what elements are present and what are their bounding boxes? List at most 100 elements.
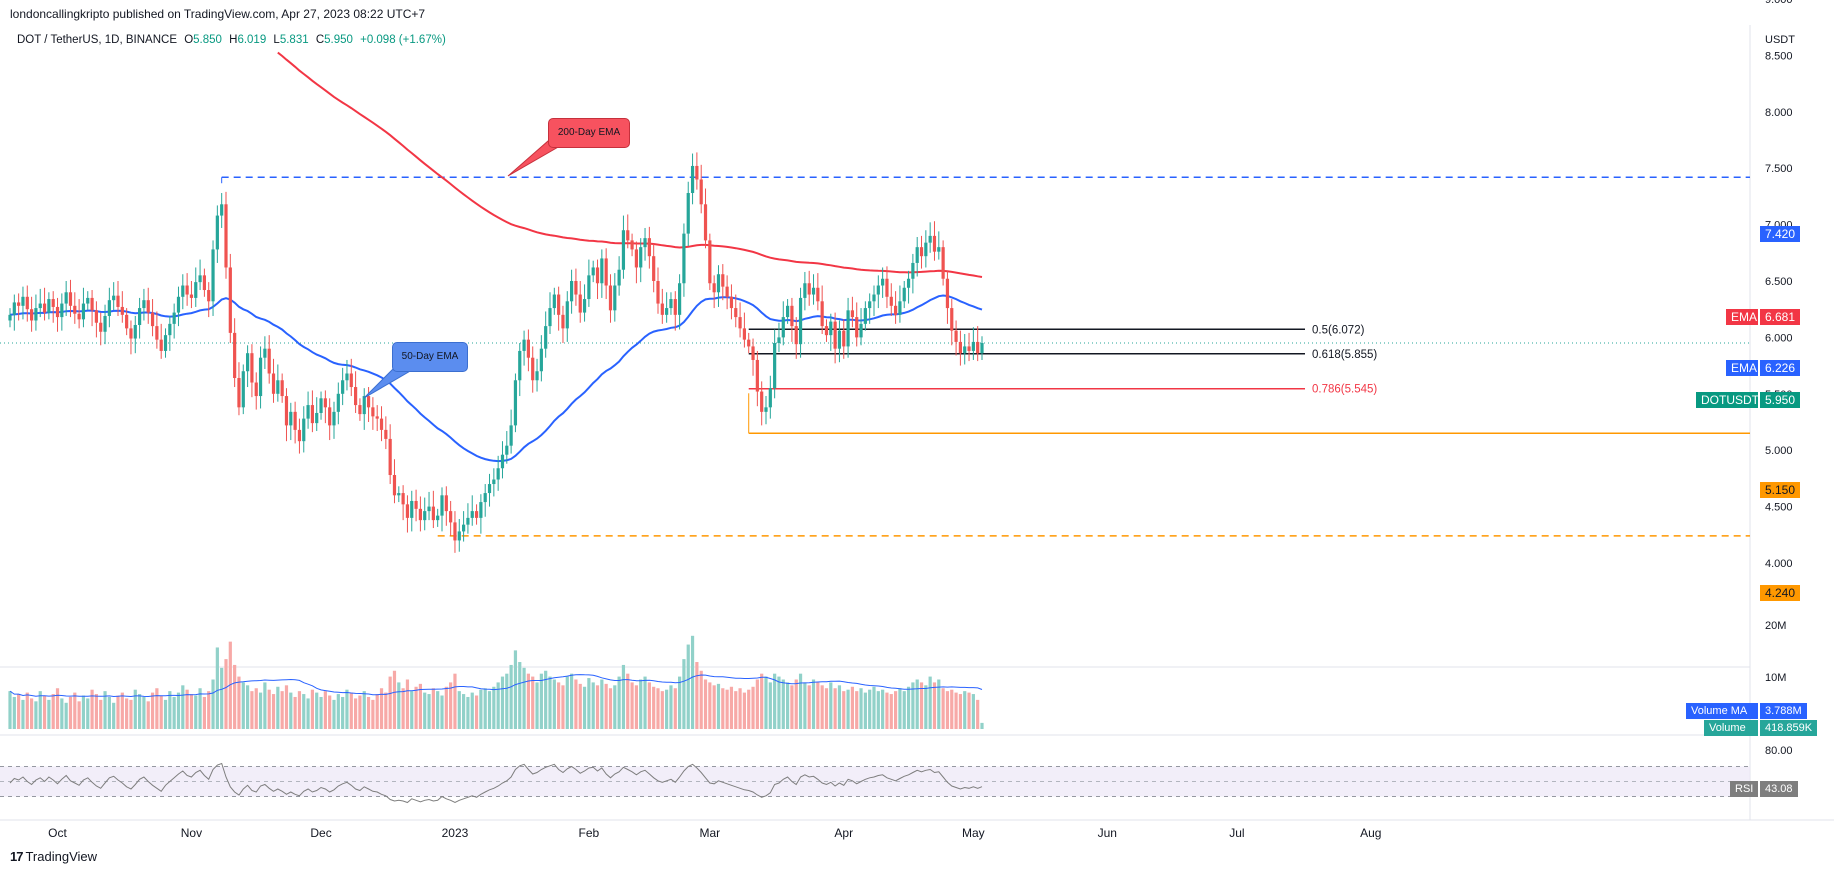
candle-body	[531, 357, 535, 381]
candle-body	[548, 308, 552, 327]
volume-bar	[932, 682, 937, 729]
volume-bar	[703, 679, 708, 729]
candle	[500, 441, 505, 479]
volume-bar	[600, 679, 604, 729]
fib-0618-label: 0.618(5.855)	[1312, 349, 1377, 361]
fib-0786-label: 0.786(5.545)	[1312, 384, 1377, 396]
volume-bar	[125, 698, 129, 729]
candle-body	[220, 204, 224, 216]
ohlc-high: H6.019	[229, 34, 267, 46]
volume-bar	[626, 673, 630, 729]
candle-body	[725, 286, 729, 297]
candle	[405, 495, 410, 533]
candle-body	[591, 267, 595, 276]
candle-body	[945, 278, 950, 309]
volume-bar	[608, 688, 613, 729]
volume-bar	[777, 676, 781, 729]
volume-bar	[185, 689, 189, 729]
candle	[64, 281, 68, 316]
candle-body	[630, 240, 634, 250]
candle-body	[487, 484, 492, 494]
candle	[863, 301, 867, 331]
candle	[401, 485, 405, 521]
symbol-legend[interactable]: DOT / TetherUS, 1D, BINANCE O5.850 H6.01…	[17, 34, 446, 46]
volume-bar	[669, 685, 673, 729]
candle	[474, 504, 479, 525]
volume-bar	[289, 692, 293, 729]
candle-body	[902, 287, 906, 302]
last-price-tag: 5.950	[1760, 392, 1801, 408]
candle-body	[539, 348, 543, 372]
volume-bar	[362, 691, 366, 729]
candle	[565, 291, 569, 342]
candle-body	[747, 339, 751, 347]
candle-body	[483, 493, 487, 503]
candle	[276, 364, 280, 402]
candle-body	[328, 407, 332, 426]
volume-bar	[202, 696, 206, 729]
candle	[241, 364, 245, 415]
volume-bar	[682, 659, 686, 729]
candle	[807, 270, 811, 306]
candle	[911, 253, 915, 294]
candle-body	[911, 262, 915, 279]
candle-body	[112, 295, 116, 301]
candle-body	[803, 283, 807, 298]
candle	[289, 402, 293, 441]
volume-bar	[332, 699, 336, 729]
candle	[155, 311, 159, 349]
candle	[919, 235, 924, 269]
candle	[375, 405, 379, 432]
candle	[68, 279, 73, 318]
candle-body	[557, 294, 561, 315]
candle	[924, 230, 928, 268]
candle	[518, 343, 522, 397]
candle	[73, 292, 77, 324]
volume-bar	[565, 676, 569, 729]
ema50-callout[interactable]: 50-Day EMA	[392, 342, 468, 372]
price-tick-label: 5.000	[1765, 445, 1793, 457]
time-tick-label: 2023	[442, 826, 469, 840]
candle-body	[479, 502, 483, 518]
candle	[811, 274, 816, 305]
symbol-name[interactable]: DOT / TetherUS, 1D, BINANCE	[17, 34, 177, 46]
candle	[742, 312, 746, 348]
candle-body	[431, 506, 435, 521]
volume-bar	[755, 679, 759, 729]
candle	[673, 291, 677, 331]
candle	[544, 311, 548, 358]
ema200-callout[interactable]: 200-Day EMA	[548, 118, 630, 148]
volume-bar	[742, 692, 746, 729]
volume-bar	[267, 689, 271, 729]
candle-body	[258, 357, 263, 397]
volume-bar	[60, 698, 64, 729]
volume-bar	[544, 670, 548, 729]
candle	[302, 406, 306, 453]
candle	[734, 294, 738, 328]
candle-body	[613, 285, 617, 311]
candle-body	[133, 324, 137, 339]
volume-bar	[138, 694, 142, 729]
volume-bar	[90, 689, 94, 729]
price-tick-label: 6.500	[1765, 276, 1793, 288]
candle-body	[535, 371, 539, 381]
candle-body	[712, 283, 716, 293]
tradingview-brand[interactable]: 17 TradingView	[10, 849, 97, 864]
candle	[129, 320, 133, 355]
volume-bar	[738, 688, 742, 729]
candle	[60, 293, 64, 331]
candle-body	[142, 300, 146, 309]
candle	[185, 273, 189, 306]
candle-body	[708, 240, 712, 284]
candle-body	[820, 301, 824, 327]
candle	[630, 233, 634, 257]
candle	[328, 398, 332, 441]
candle-body	[928, 235, 932, 243]
volume-value-tag: 418.859K	[1760, 720, 1818, 736]
candle	[604, 248, 608, 300]
candle-body	[271, 373, 276, 394]
candle-body	[150, 312, 155, 327]
candle-body	[678, 283, 682, 315]
candle	[552, 287, 556, 315]
